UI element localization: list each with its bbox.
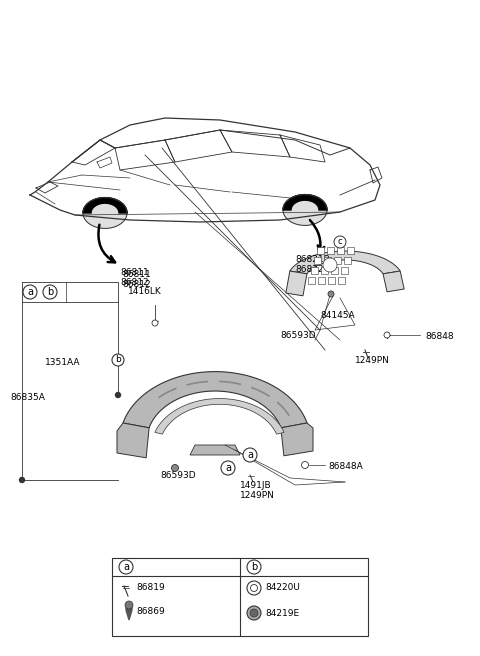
Text: 86848: 86848 (425, 332, 454, 341)
Polygon shape (283, 195, 327, 226)
Bar (317, 276, 324, 283)
Text: 1416LK: 1416LK (128, 287, 162, 297)
Polygon shape (286, 271, 307, 296)
Bar (334, 256, 340, 264)
Text: 86848A: 86848A (328, 462, 363, 471)
Circle shape (247, 560, 261, 574)
Text: 1491JB: 1491JB (240, 481, 272, 490)
Polygon shape (123, 371, 307, 428)
Bar (340, 266, 348, 274)
Text: 86811
86812: 86811 86812 (120, 268, 149, 287)
Circle shape (116, 392, 120, 398)
Bar (313, 256, 321, 264)
Circle shape (334, 236, 346, 248)
Polygon shape (190, 445, 240, 455)
Circle shape (152, 320, 158, 326)
Circle shape (221, 461, 235, 475)
Text: 86811
86812: 86811 86812 (122, 270, 151, 289)
Text: 86869: 86869 (136, 607, 165, 615)
Text: c: c (338, 237, 342, 247)
Polygon shape (83, 197, 127, 228)
Circle shape (119, 560, 133, 574)
Text: 84145A: 84145A (320, 311, 355, 320)
Text: 86593D: 86593D (160, 471, 196, 480)
Bar (331, 266, 337, 274)
Bar (311, 266, 317, 274)
Polygon shape (155, 399, 284, 434)
Polygon shape (117, 423, 149, 458)
Text: a: a (123, 562, 129, 572)
Text: 84220U: 84220U (265, 583, 300, 592)
Text: 86835A: 86835A (10, 393, 45, 402)
Text: 86819: 86819 (136, 583, 165, 592)
Circle shape (247, 581, 261, 595)
Circle shape (384, 332, 390, 338)
Text: 86821B
86822B: 86821B 86822B (295, 255, 330, 274)
Polygon shape (290, 251, 400, 274)
Bar (316, 247, 324, 253)
Bar (337, 276, 345, 283)
Circle shape (301, 462, 309, 468)
Bar (347, 247, 353, 253)
Bar (327, 276, 335, 283)
Circle shape (112, 354, 124, 366)
Circle shape (323, 258, 337, 272)
Circle shape (247, 606, 261, 620)
Circle shape (125, 601, 133, 609)
Text: 1249PN: 1249PN (355, 356, 390, 365)
Bar (344, 256, 350, 264)
Circle shape (250, 609, 258, 617)
Circle shape (243, 448, 257, 462)
Bar (336, 247, 344, 253)
Bar (326, 247, 334, 253)
Text: a: a (27, 287, 33, 297)
Circle shape (23, 285, 37, 299)
Text: 1351AA: 1351AA (45, 358, 81, 367)
Polygon shape (383, 271, 404, 292)
Circle shape (328, 291, 334, 297)
Text: 1249PN: 1249PN (240, 491, 275, 500)
Text: a: a (247, 450, 253, 460)
Circle shape (251, 584, 257, 592)
Text: a: a (225, 463, 231, 473)
Polygon shape (283, 195, 327, 210)
Bar (112, 558, 368, 636)
Polygon shape (281, 423, 313, 456)
Circle shape (20, 478, 24, 483)
Text: 84219E: 84219E (265, 609, 299, 617)
Bar (308, 276, 314, 283)
Text: b: b (47, 287, 53, 297)
Bar (321, 266, 327, 274)
Circle shape (43, 285, 57, 299)
Text: b: b (115, 356, 121, 365)
Text: b: b (251, 562, 257, 572)
Polygon shape (83, 197, 127, 213)
Bar (324, 256, 331, 264)
Circle shape (171, 464, 179, 472)
Polygon shape (126, 606, 132, 620)
Text: 86593D: 86593D (280, 331, 316, 340)
